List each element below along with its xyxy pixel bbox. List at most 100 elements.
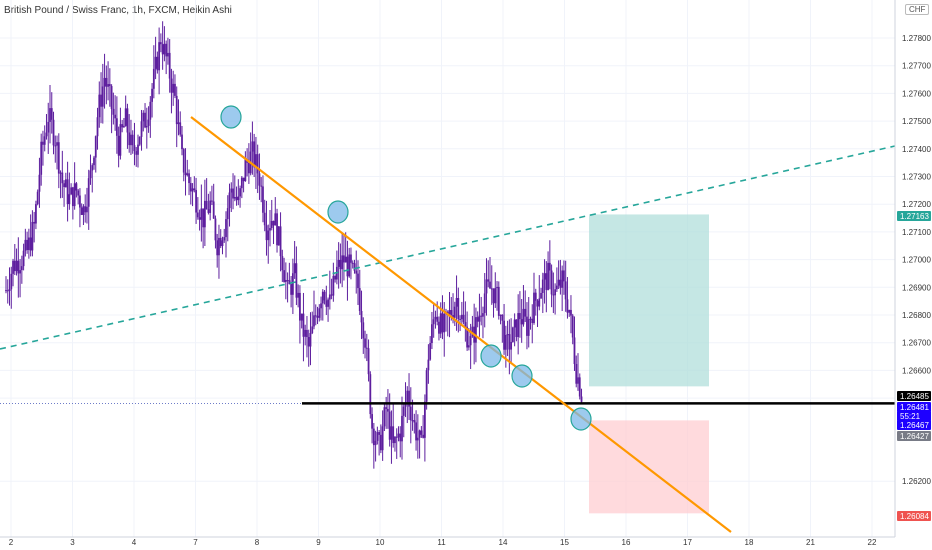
- candle-body: [251, 141, 254, 152]
- candle-body: [262, 186, 264, 213]
- price-label-bg: [897, 511, 931, 521]
- candle-body: [40, 141, 43, 175]
- candle-body: [299, 292, 301, 321]
- candle-body: [513, 319, 516, 328]
- candle-body: [66, 179, 69, 205]
- candle-body: [314, 315, 317, 317]
- candle-body: [188, 173, 190, 184]
- candle-body: [383, 407, 386, 427]
- candle-body: [520, 319, 523, 325]
- candle-body: [395, 436, 398, 438]
- candle-body: [288, 280, 291, 285]
- candle-body: [94, 136, 97, 158]
- time-tick-label: 8: [255, 538, 260, 547]
- price-tick-label: 1.26700: [902, 339, 931, 348]
- candle-body: [126, 108, 129, 133]
- candle-body: [70, 187, 73, 195]
- candle-body: [564, 281, 567, 300]
- candle-body: [177, 122, 180, 125]
- price-tick-label: 1.27400: [902, 145, 931, 154]
- candle-body: [489, 281, 491, 289]
- chart-title: British Pound / Swiss Franc, 1h, FXCM, H…: [4, 5, 232, 16]
- candle-body: [358, 288, 361, 311]
- candle-body: [105, 77, 108, 87]
- candle-body: [196, 212, 199, 218]
- price-label-bg: [897, 411, 931, 421]
- candle-body: [577, 377, 579, 384]
- candle-body: [443, 313, 446, 333]
- candle-body: [239, 188, 241, 197]
- candle-body: [307, 337, 310, 347]
- price-tick-label: 1.27600: [902, 89, 931, 98]
- price-label-bg: [897, 402, 931, 412]
- candle-body: [392, 426, 395, 444]
- candle-body: [540, 292, 542, 299]
- time-tick-label: 3: [70, 538, 75, 547]
- candle-body: [494, 288, 497, 304]
- candle-body: [128, 132, 131, 146]
- candle-body: [87, 178, 90, 207]
- candle-body: [75, 183, 78, 191]
- candle-body: [131, 134, 134, 146]
- candle-body: [524, 308, 527, 317]
- candle-body: [22, 250, 25, 267]
- candle-body: [311, 326, 314, 333]
- candle-body: [6, 290, 9, 292]
- time-tick-label: 21: [806, 538, 815, 547]
- candle-body: [45, 132, 48, 137]
- descending-trendline[interactable]: [190, 116, 732, 533]
- candle-body: [504, 334, 507, 350]
- price-tick-label: 1.27000: [902, 256, 931, 265]
- candle-body: [485, 279, 488, 294]
- candle-body: [381, 426, 384, 451]
- candle-body: [371, 414, 373, 429]
- candle-body: [167, 52, 169, 57]
- candle-body: [47, 121, 50, 133]
- candle-body: [151, 88, 153, 102]
- candle-body: [161, 44, 164, 55]
- candle-body: [580, 396, 583, 402]
- candle-body: [436, 316, 439, 322]
- candle-body: [571, 315, 574, 338]
- candle-body: [179, 122, 182, 135]
- candle-body: [401, 415, 403, 442]
- candle-body: [286, 279, 289, 281]
- candle-body: [93, 157, 95, 166]
- candle-body: [471, 326, 474, 337]
- candle-body: [233, 196, 236, 199]
- price-label-text: 1.27163: [900, 212, 929, 221]
- candle-body: [135, 151, 138, 155]
- candle-body: [402, 406, 405, 416]
- price-label-text: 1.26084: [900, 512, 929, 521]
- time-tick-label: 9: [316, 538, 321, 547]
- candle-body: [283, 270, 285, 282]
- candle-body: [483, 293, 486, 314]
- candle-body: [302, 313, 305, 337]
- candle-body: [101, 86, 104, 107]
- price-label-text: 1.26467: [900, 421, 929, 430]
- candle-body: [284, 279, 287, 282]
- candle-body: [566, 299, 569, 313]
- ascending-trendline[interactable]: [0, 145, 896, 350]
- candle-body: [313, 315, 315, 327]
- candle-body: [119, 124, 122, 156]
- candle-body: [276, 213, 278, 246]
- candle-body: [207, 209, 210, 213]
- candle-body: [230, 188, 233, 193]
- candle-body: [159, 42, 162, 45]
- candle-body: [64, 179, 67, 188]
- candle-body: [253, 141, 256, 168]
- time-tick-label: 11: [437, 538, 446, 547]
- candle-body: [529, 318, 532, 320]
- currency-badge[interactable]: CHF: [905, 4, 930, 15]
- candle-body: [152, 68, 155, 89]
- candle-body: [394, 436, 396, 444]
- candle-body: [559, 279, 562, 288]
- candle-body: [501, 314, 504, 321]
- candle-body: [320, 303, 322, 309]
- candle-body: [260, 185, 263, 187]
- candle-body: [154, 56, 157, 69]
- candle-body: [406, 390, 409, 403]
- candle-body: [538, 298, 541, 307]
